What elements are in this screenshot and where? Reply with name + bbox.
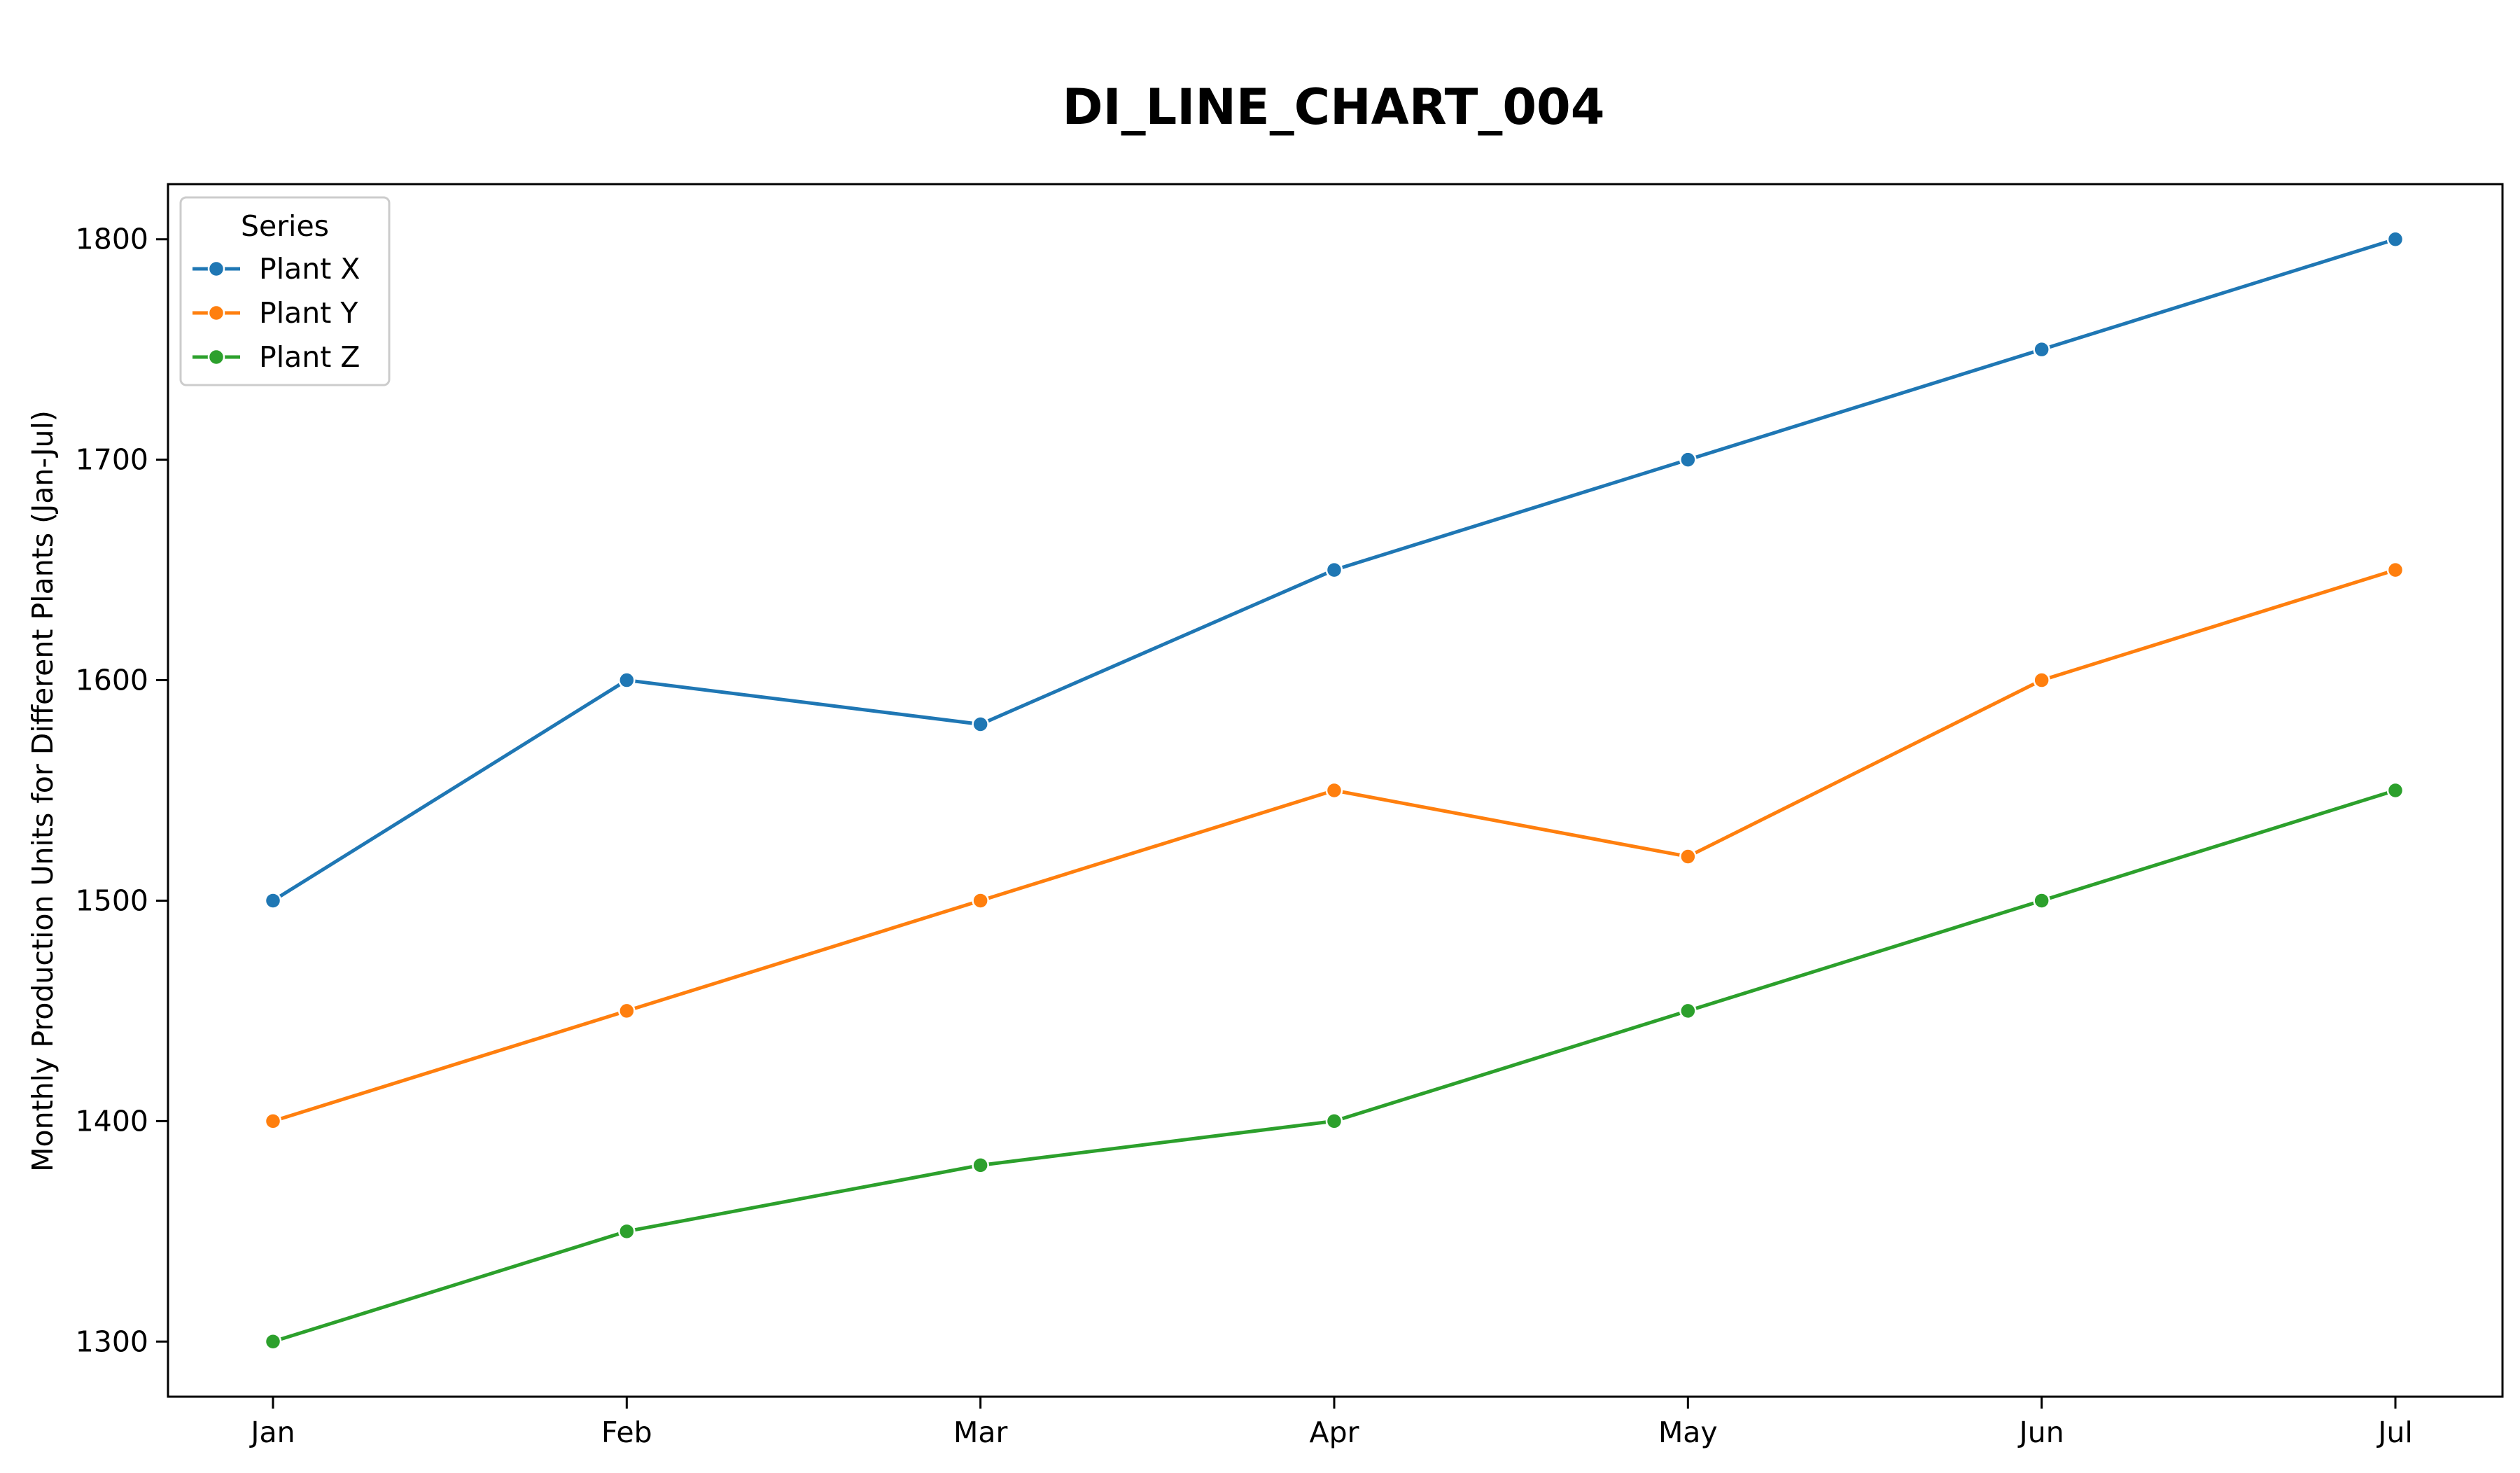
data-point-plant-y <box>972 892 989 909</box>
data-point-plant-z <box>618 1222 636 1241</box>
plot-area <box>264 230 2404 1350</box>
data-point-plant-x <box>1325 561 1343 579</box>
legend-label: Plant Z <box>259 340 360 374</box>
data-point-plant-y <box>2033 671 2050 689</box>
x-tick-label: Mar <box>953 1416 1007 1449</box>
data-point-plant-y <box>264 1112 282 1130</box>
x-tick-label: Jul <box>2376 1416 2412 1449</box>
data-point-plant-x <box>1679 451 1697 468</box>
axes: 1300 1400 1500 1600 1700 1800 Jan Feb Mar Apr May J… <box>76 183 2504 1449</box>
data-point-plant-x <box>618 671 636 689</box>
data-point-plant-x <box>264 892 282 909</box>
x-tick-label: Jan <box>248 1416 295 1449</box>
y-tick-label: 1700 <box>76 443 148 477</box>
legend-item-plant-z: Plant Z <box>192 340 360 374</box>
data-point-plant-y <box>618 1002 636 1020</box>
legend-swatch-marker <box>207 348 225 366</box>
data-point-plant-y <box>1325 781 1343 800</box>
data-point-plant-z <box>1679 1002 1697 1020</box>
x-tick-label: Apr <box>1310 1416 1359 1449</box>
y-tick-label: 1300 <box>76 1325 148 1358</box>
x-tick-label: Jun <box>2017 1416 2064 1449</box>
data-point-plant-z <box>2033 892 2050 909</box>
legend-box <box>179 196 391 386</box>
data-point-plant-y <box>1679 848 1697 865</box>
chart-title: DI_LINE_CHART_004 <box>1063 78 1605 136</box>
x-tick-label: May <box>1658 1416 1718 1449</box>
data-point-plant-z <box>1325 1112 1343 1130</box>
legend: Series Plant X Plant Y Plant Z <box>179 196 391 386</box>
data-point-plant-z <box>264 1333 282 1350</box>
y-tick-label: 1600 <box>76 664 148 697</box>
series-plant-z <box>264 781 2404 1350</box>
y-axis-label: Monthly Production Units for Different P… <box>26 410 59 1172</box>
data-point-plant-x <box>2033 340 2050 358</box>
legend-swatch-marker <box>207 304 225 322</box>
legend-item-plant-x: Plant X <box>192 252 360 286</box>
data-point-plant-z <box>2386 781 2404 800</box>
series-plant-x <box>264 230 2404 909</box>
data-point-plant-z <box>972 1157 989 1174</box>
legend-label: Plant X <box>259 252 360 286</box>
legend-label: Plant Y <box>259 296 358 330</box>
legend-swatch-marker <box>207 260 225 278</box>
y-tick-label: 1500 <box>76 884 148 917</box>
y-tick-label: 1400 <box>76 1104 148 1138</box>
legend-title: Series <box>241 209 329 243</box>
data-point-plant-y <box>2386 561 2404 579</box>
series-plant-y <box>264 561 2404 1130</box>
data-point-plant-x <box>972 715 989 733</box>
y-tick-label: 1800 <box>76 223 148 256</box>
legend-item-plant-y: Plant Y <box>192 296 358 330</box>
x-tick-label: Feb <box>601 1416 652 1449</box>
data-point-plant-x <box>2386 230 2404 248</box>
